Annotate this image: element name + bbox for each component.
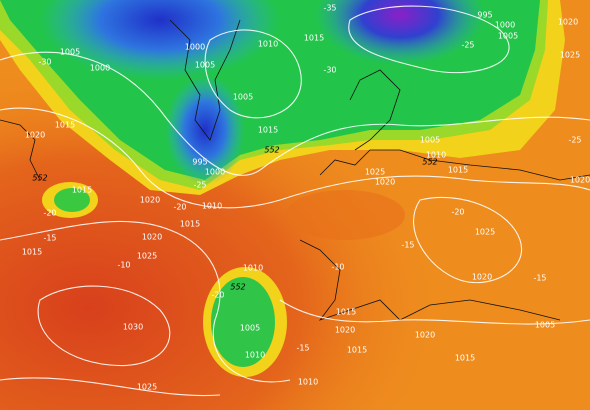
isobar-label: 995 [192,158,207,167]
low-centre [40,0,280,80]
isobar-label: 1005 [535,321,555,330]
isobar-label: 1005 [498,32,518,41]
temperature-label: -30 [38,58,51,67]
temperature-label: -20 [43,209,56,218]
isobar-label: 1010 [243,264,263,273]
temperature-label: -20 [211,291,224,300]
labels: 1005100010151020100010051010101510059951… [22,4,590,392]
isobar-label: 1000 [205,168,225,177]
isobar-label: 1015 [180,220,200,229]
isobar-label: 1020 [25,131,45,140]
isobar-label: 1025 [560,51,580,60]
temperature-label: -15 [296,344,309,353]
isobar-label: 1005 [240,324,260,333]
temperature-label: -25 [461,41,474,50]
isobar-label: 1000 [185,43,205,52]
isobar-label: 1015 [55,121,75,130]
isobar-label: 1010 [202,202,222,211]
isobar-label: 1025 [137,383,157,392]
temperature-label: -15 [401,241,414,250]
thickness-label: 552 [264,146,279,155]
isobar-label: 1015 [455,354,475,363]
isobar-label: 1015 [258,126,278,135]
isobar-label: 1010 [426,151,446,160]
thickness-label: 552 [422,158,437,167]
temperature-label: -25 [568,136,581,145]
isobar-label: 1015 [304,34,324,43]
low-centre [165,75,245,185]
isobar-label: 1025 [365,168,385,177]
isobar-label: 1000 [90,64,110,73]
isobar-label: 1010 [245,351,265,360]
isobar-label: 1030 [123,323,143,332]
isobar-label: 1020 [570,176,590,185]
isobar-label: 1020 [472,273,492,282]
isobar-label: 1005 [60,48,80,57]
temperature-label: -25 [193,181,206,190]
warm-patch [285,190,405,240]
temperature-label: -15 [533,274,546,283]
isobar-label: 1015 [448,166,468,175]
temperature-label: -20 [173,203,186,212]
cold-patch [54,188,90,212]
isobar-label: 1015 [22,248,42,257]
isobar-label: 1020 [142,233,162,242]
isobars [0,5,590,397]
thickness-label: 552 [32,174,47,183]
isobar-label: 1005 [195,61,215,70]
isobar-label: 1020 [335,326,355,335]
temperature-label: -10 [117,261,130,270]
isobar-label: 1010 [258,40,278,49]
coastlines [0,19,590,321]
isobar-label: 1020 [558,18,578,27]
isobar-label: 1000 [495,21,515,30]
temperature-label: -35 [323,4,336,13]
isobar-label: 1015 [72,186,92,195]
isobar-label: 995 [477,11,492,20]
temperature-label: -20 [451,208,464,217]
isobar-label: 1020 [375,178,395,187]
temperature-label: -15 [43,234,56,243]
temperature-label: -10 [331,263,344,272]
isobar-label: 1025 [137,252,157,261]
temperature-label: -30 [323,66,336,75]
isobar-label: 1015 [347,346,367,355]
isobar-label: 1020 [415,331,435,340]
isobar-label: 1020 [140,196,160,205]
cold-patch [211,277,275,367]
thickness-label: 552 [230,283,245,292]
isobar-label: 1005 [420,136,440,145]
isobar-label: 1010 [298,378,318,387]
isobar-label: 1005 [233,93,253,102]
isobar-label: 1015 [336,308,356,317]
isobar-label: 1025 [475,228,495,237]
